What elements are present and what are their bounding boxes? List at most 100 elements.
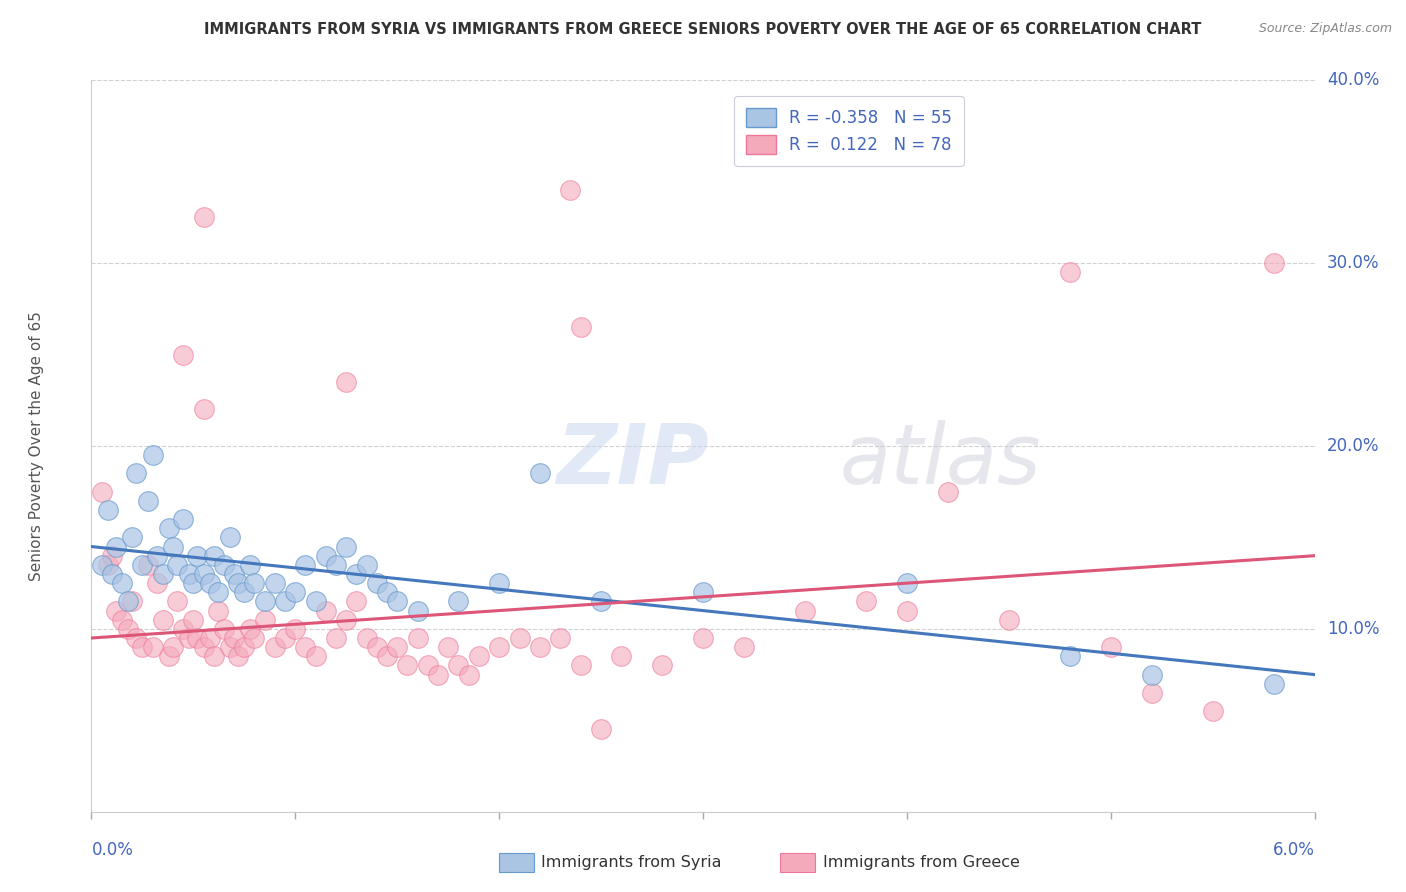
Point [239,558,262,572]
Point [198,631,221,645]
Point [457,667,479,681]
Point [179,567,201,582]
Point [198,576,221,591]
Point [157,649,180,664]
Point [111,576,134,591]
Point [385,594,409,608]
Point [183,576,205,591]
Point [138,494,160,508]
Point [125,467,148,481]
Text: Seniors Poverty Over the Age of 65: Seniors Poverty Over the Age of 65 [30,311,44,581]
Point [998,613,1021,627]
Point [219,640,242,655]
Point [90,558,112,572]
Text: Immigrants from Syria: Immigrants from Syria [541,855,721,870]
Text: 10.0%: 10.0% [1327,620,1379,638]
Point [145,576,167,591]
Point [141,640,163,655]
Point [488,576,510,591]
Point [294,640,316,655]
Point [97,558,120,572]
Point [141,448,163,462]
Point [172,512,194,526]
Point [1140,686,1163,700]
Point [274,631,297,645]
Text: ZIP: ZIP [557,420,709,501]
Point [207,603,229,617]
Point [101,549,124,563]
Point [222,567,246,582]
Point [416,658,439,673]
Point [157,521,180,535]
Text: 0.0%: 0.0% [91,841,134,859]
Point [366,640,388,655]
Point [315,603,337,617]
Point [226,576,249,591]
Point [121,594,143,608]
Point [1263,676,1285,690]
Point [896,576,918,591]
Point [183,613,205,627]
Point [193,567,215,582]
Point [325,631,347,645]
Point [172,348,194,362]
Point [222,631,246,645]
Legend: R = -0.358   N = 55, R =  0.122   N = 78: R = -0.358 N = 55, R = 0.122 N = 78 [734,96,963,166]
Point [366,576,388,591]
Point [1059,649,1081,664]
Point [346,594,368,608]
Point [569,320,592,334]
Point [406,603,429,617]
Point [335,375,357,389]
Point [125,631,148,645]
Point [325,558,347,572]
Point [239,622,262,636]
Point [219,530,242,544]
Point [233,640,256,655]
Point [202,649,225,664]
Point [692,585,714,599]
Point [131,640,153,655]
Point [651,658,673,673]
Text: IMMIGRANTS FROM SYRIA VS IMMIGRANTS FROM GREECE SENIORS POVERTY OVER THE AGE OF : IMMIGRANTS FROM SYRIA VS IMMIGRANTS FROM… [204,22,1202,37]
Point [121,530,143,544]
Point [692,631,714,645]
Point [294,558,316,572]
Point [274,594,297,608]
Point [226,649,249,664]
Point [138,558,160,572]
Point [936,484,959,499]
Point [335,613,357,627]
Point [284,585,307,599]
Point [117,594,139,608]
Point [104,540,127,554]
Point [346,567,368,582]
Point [375,585,398,599]
Point [212,558,235,572]
Point [193,640,215,655]
Point [1099,640,1122,655]
Point [101,567,124,582]
Point [385,640,409,655]
Point [186,549,208,563]
Point [896,603,918,617]
Point [447,594,470,608]
Point [315,549,337,563]
Point [111,613,134,627]
Point [104,603,127,617]
Point [356,558,378,572]
Point [145,549,167,563]
Point [855,594,877,608]
Point [202,549,225,563]
Point [305,594,328,608]
Point [162,540,184,554]
Point [560,183,582,197]
Point [406,631,429,645]
Point [529,640,551,655]
Point [212,622,235,636]
Point [335,540,357,554]
Point [1140,667,1163,681]
Point [90,484,112,499]
Point [172,622,194,636]
Point [117,622,139,636]
